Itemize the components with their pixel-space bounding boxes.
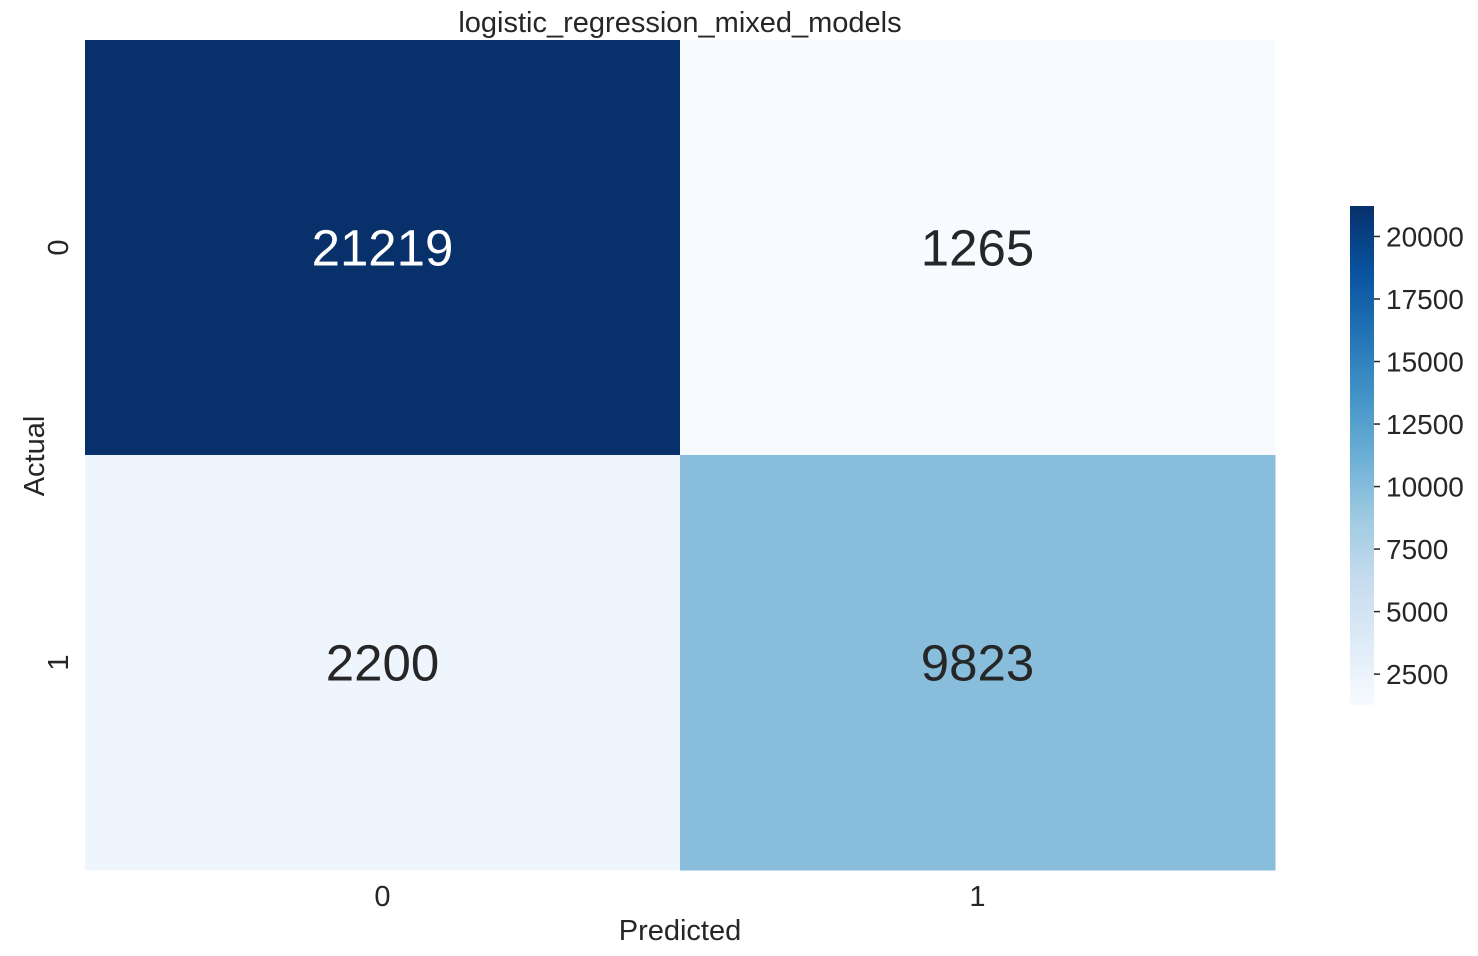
heatmap-cell-1-1 <box>680 455 1276 871</box>
heatmap-annotations: 21219 1265 2200 9823 <box>312 220 1035 692</box>
colorbar-tick-label: 5000 <box>1386 597 1448 628</box>
colorbar-tick-label: 2500 <box>1386 659 1448 690</box>
cell-value-label: 21219 <box>312 220 454 277</box>
y-tick-labels: 01 <box>43 239 75 670</box>
x-tick-label: 0 <box>374 881 390 913</box>
y-tick-label: 1 <box>43 654 75 670</box>
cell-value-label: 9823 <box>921 635 1034 692</box>
y-axis-label: Actual <box>19 416 51 497</box>
heatmap-cells <box>85 40 1276 871</box>
colorbar-tick-label: 10000 <box>1386 472 1464 503</box>
heatmap-cell-0-1 <box>680 40 1276 456</box>
cell-value-label: 2200 <box>326 635 439 692</box>
heatmap-cell-0-0 <box>85 40 681 456</box>
chart-title: logistic_regression_mixed_models <box>458 7 901 39</box>
x-tick-label: 1 <box>969 881 985 913</box>
y-tick-label: 0 <box>43 239 75 255</box>
x-axis-label: Predicted <box>619 915 742 947</box>
colorbar-tick-label: 20000 <box>1386 221 1464 252</box>
colorbar-tick-label: 7500 <box>1386 534 1448 565</box>
colorbar-ticks: 2500 5000 7500 10000 12500 15000 17500 20000 <box>1374 221 1464 690</box>
colorbar-tick-label: 15000 <box>1386 347 1464 378</box>
heatmap-cell-1-0 <box>85 455 681 871</box>
colorbar <box>1350 206 1374 705</box>
colorbar-tick-label: 17500 <box>1386 284 1464 315</box>
colorbar-tick-label: 12500 <box>1386 409 1464 440</box>
cell-value-label: 1265 <box>921 220 1034 277</box>
